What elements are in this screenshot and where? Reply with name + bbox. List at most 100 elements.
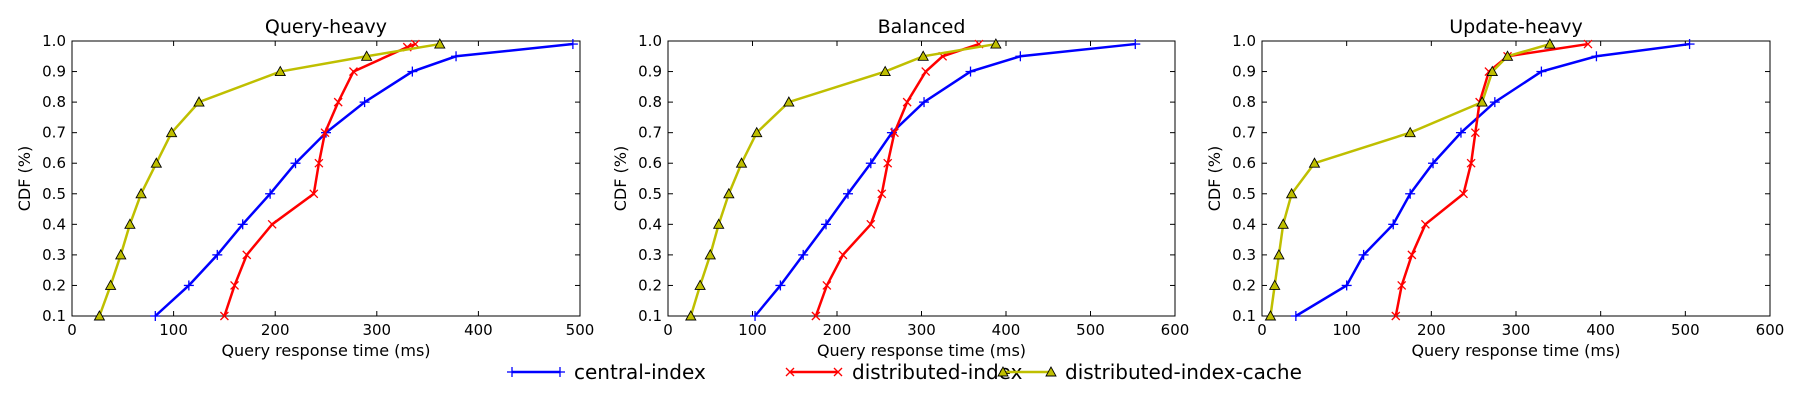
data-point-distributed-index-cache xyxy=(1486,65,1499,77)
data-point-distributed-index xyxy=(1466,158,1476,168)
legend-marker xyxy=(507,367,517,377)
x-tick-label: 300 xyxy=(907,321,936,339)
data-point-distributed-index xyxy=(877,189,887,199)
x-tick-label: 0 xyxy=(1257,321,1267,339)
data-point-distributed-index-cache xyxy=(434,38,446,49)
data-point-distributed-index-cache xyxy=(879,65,891,77)
legend-entry-central-index: central-index xyxy=(507,360,706,384)
x-tick-label: 300 xyxy=(362,321,391,339)
data-point-central-index xyxy=(1428,158,1439,169)
series-line-central-index xyxy=(754,42,1136,317)
y-tick-label: 0.4 xyxy=(1232,215,1256,233)
legend-marker xyxy=(555,367,565,377)
data-point-distributed-index xyxy=(822,280,832,290)
data-point-distributed-index xyxy=(921,67,931,77)
data-point-distributed-index xyxy=(811,311,821,321)
data-point-central-index xyxy=(919,97,930,108)
data-point-distributed-index xyxy=(320,128,330,138)
data-point-distributed-index xyxy=(333,97,343,107)
data-point-central-index xyxy=(290,158,301,169)
y-axis-label: CDF (%) xyxy=(15,146,34,211)
x-tick-label: 300 xyxy=(1502,321,1531,339)
legend-entry-distributed-index: distributed-index xyxy=(785,360,1023,384)
data-point-central-index xyxy=(1536,66,1547,77)
data-point-distributed-index-cache xyxy=(750,126,763,138)
data-point-central-index xyxy=(965,66,976,77)
data-point-central-index xyxy=(1388,219,1399,230)
data-point-distributed-index-cache xyxy=(723,187,735,199)
y-tick-label: 0.4 xyxy=(638,215,662,233)
data-point-distributed-index-cache xyxy=(360,50,373,61)
x-tick-label: 0 xyxy=(663,321,673,339)
x-tick-label: 500 xyxy=(566,321,595,339)
data-point-distributed-index-cache xyxy=(1501,50,1514,61)
y-tick-label: 0.9 xyxy=(42,63,66,81)
data-point-distributed-index-cache xyxy=(150,157,163,168)
data-point-distributed-index xyxy=(883,158,893,168)
x-tick-label: 400 xyxy=(464,321,493,339)
y-tick-label: 0.1 xyxy=(42,307,66,325)
series-line-distributed-index-cache xyxy=(1269,42,1551,317)
data-point-distributed-index-cache xyxy=(712,218,725,229)
data-point-distributed-index-cache xyxy=(93,310,106,321)
legend-entry-distributed-index-cache: distributed-index-cache xyxy=(997,360,1302,384)
x-axis-label: Query response time (ms) xyxy=(817,341,1026,360)
data-point-central-index xyxy=(750,311,761,321)
data-point-distributed-index xyxy=(1459,189,1468,199)
legend-label: distributed-index xyxy=(852,360,1023,384)
legend-label: distributed-index-cache xyxy=(1065,360,1302,384)
legend-marker xyxy=(833,367,843,377)
data-point-distributed-index xyxy=(230,280,240,290)
x-tick-label: 100 xyxy=(1332,321,1361,339)
data-point-central-index xyxy=(842,188,853,199)
data-point-central-index xyxy=(775,280,786,291)
y-tick-label: 0.5 xyxy=(1232,185,1256,203)
data-point-distributed-index-cache xyxy=(1476,96,1488,107)
legend: central-index distributed-index distribute… xyxy=(507,360,1302,384)
data-point-distributed-index-cache xyxy=(735,157,748,168)
data-point-distributed-index-cache xyxy=(990,38,1002,49)
y-tick-label: 0.7 xyxy=(638,124,662,142)
data-point-distributed-index xyxy=(348,67,358,77)
y-axis-label: CDF (%) xyxy=(1205,146,1224,211)
x-tick-label: 600 xyxy=(1756,321,1785,339)
data-point-distributed-index-cache xyxy=(783,96,795,107)
plot-frame xyxy=(1261,40,1771,317)
data-point-distributed-index-cache xyxy=(1273,248,1285,260)
x-tick-label: 200 xyxy=(261,321,290,339)
series-line-central-index xyxy=(1295,42,1690,318)
data-point-central-index xyxy=(798,249,809,260)
data-point-distributed-index-cache xyxy=(917,50,929,61)
data-point-distributed-index-cache xyxy=(104,279,117,290)
y-tick-label: 1.0 xyxy=(1232,32,1256,50)
data-point-central-index xyxy=(1015,51,1026,62)
data-point-distributed-index xyxy=(1391,311,1401,321)
y-tick-label: 0.1 xyxy=(1232,307,1256,325)
data-point-distributed-index-cache xyxy=(1308,157,1321,168)
data-point-distributed-index xyxy=(1397,280,1407,290)
data-point-central-index xyxy=(212,249,223,260)
data-point-central-index xyxy=(821,219,832,230)
y-tick-label: 0.5 xyxy=(638,185,662,203)
y-tick-label: 0.3 xyxy=(638,246,662,264)
chart-panel-1: Query-heavy 0 100 200 300 400 500 0.1 0.2 0.3 0.4 0… xyxy=(15,16,594,360)
y-tick-label: 0.4 xyxy=(42,215,66,233)
y-tick-label: 0.7 xyxy=(1232,124,1256,142)
chart-panel-3: Update-heavy 0 100 200 300 400 500 600 0.1 0.2 0.3… xyxy=(1205,16,1784,360)
x-tick-label: 400 xyxy=(1586,321,1615,339)
data-point-distributed-index-cache xyxy=(1268,279,1281,290)
y-tick-label: 1.0 xyxy=(638,32,662,50)
x-tick-label: 0 xyxy=(67,321,77,339)
data-point-distributed-index-cache xyxy=(704,248,717,260)
data-point-central-index xyxy=(1130,39,1141,50)
y-tick-label: 0.6 xyxy=(42,154,66,172)
data-point-central-index xyxy=(1489,97,1500,108)
legend-marker xyxy=(997,366,1009,377)
series-line-central-index xyxy=(154,42,574,317)
data-point-distributed-index-cache xyxy=(165,126,178,138)
data-point-central-index xyxy=(1591,51,1602,62)
x-tick-label: 500 xyxy=(1076,321,1105,339)
data-point-central-index xyxy=(1290,311,1301,321)
series-line-distributed-index xyxy=(1394,42,1589,317)
